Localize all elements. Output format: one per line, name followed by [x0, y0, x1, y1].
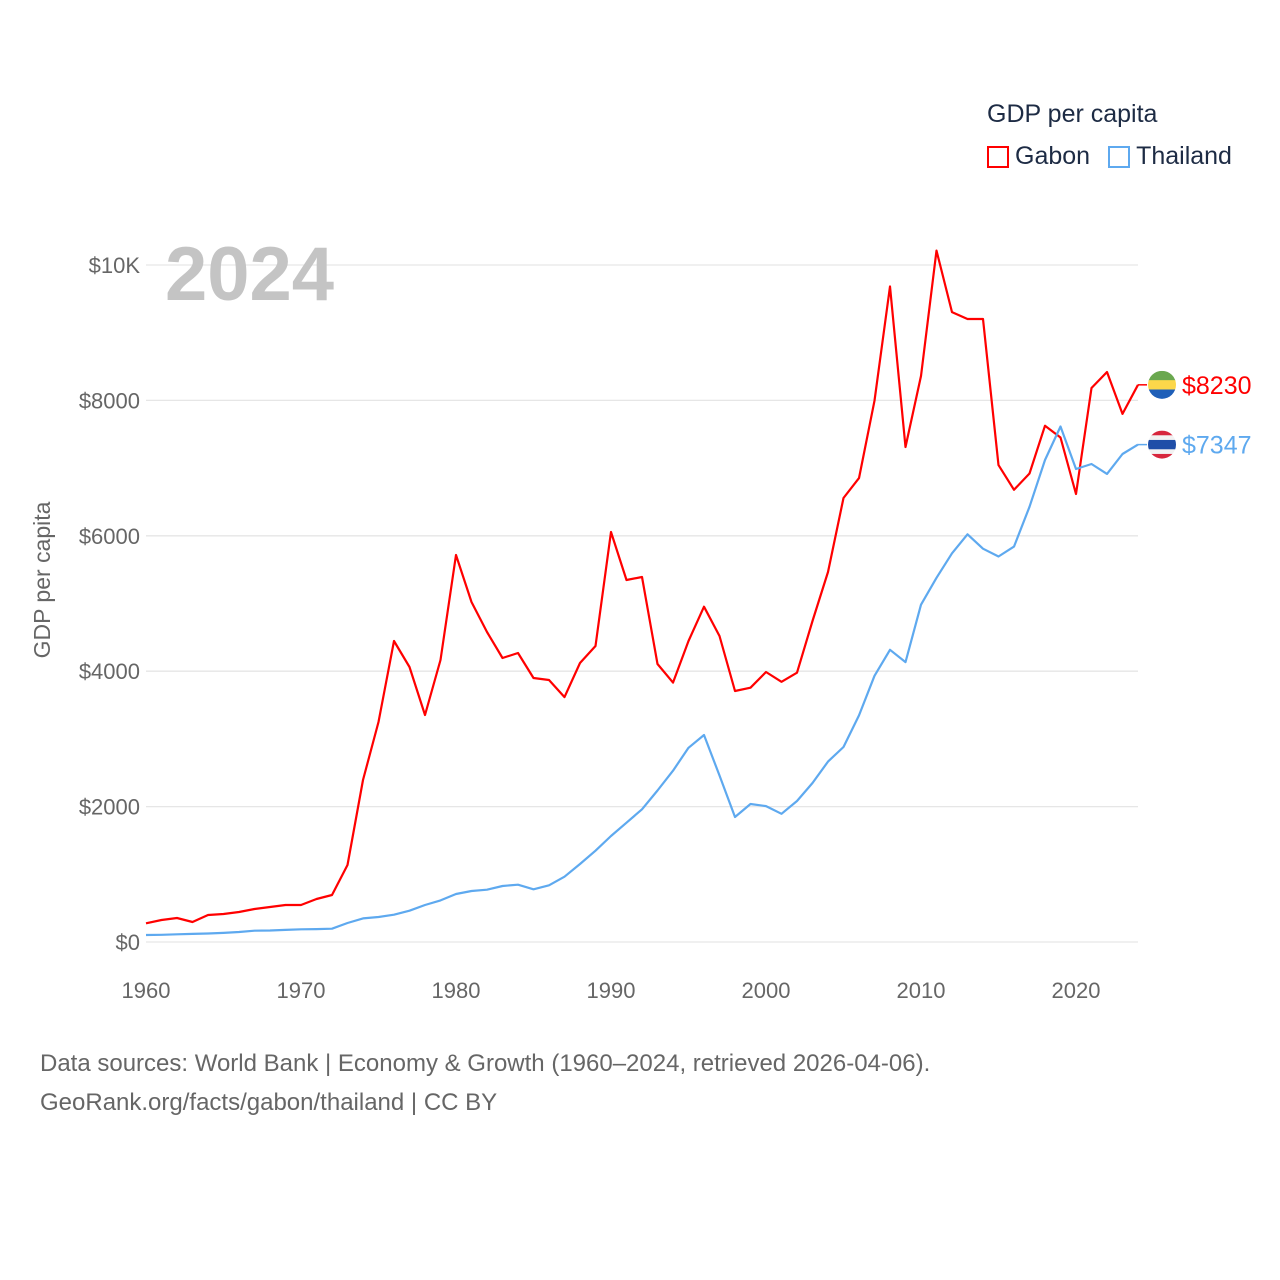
series-line-thailand — [145, 425, 1139, 937]
y-tick-label: $10K — [89, 253, 141, 278]
y-tick-label: $0 — [116, 930, 140, 955]
x-tick-label: 1970 — [277, 978, 326, 1003]
y-tick-label: $2000 — [79, 795, 140, 820]
x-axis-ticks: 1960 1970 1980 1990 2000 2010 2020 — [122, 978, 1101, 1003]
source-note: Data sources: World Bank | Economy & Gro… — [40, 1044, 930, 1122]
end-value-label: $8230 — [1182, 372, 1252, 400]
gabon-swatch-icon — [987, 145, 1009, 168]
thailand-flag-icon — [1148, 430, 1176, 459]
x-tick-label: 2000 — [742, 978, 791, 1003]
end-value-label: $7347 — [1182, 432, 1252, 460]
y-tick-label: $6000 — [79, 524, 140, 549]
y-tick-label: $4000 — [79, 659, 140, 684]
legend-item-thailand[interactable]: Thailand — [1108, 142, 1232, 171]
gabon-flag-icon — [1148, 370, 1176, 399]
source-line-2: GeoRank.org/facts/gabon/thailand | CC BY — [40, 1089, 498, 1116]
x-tick-label: 1980 — [432, 978, 481, 1003]
legend-title: GDP per capita — [987, 100, 1158, 128]
x-tick-label: 2010 — [897, 978, 946, 1003]
x-tick-label: 1960 — [122, 978, 171, 1003]
gridlines — [146, 264, 1138, 943]
x-tick-label: 2020 — [1052, 978, 1101, 1003]
year-watermark: 2024 — [165, 232, 334, 317]
y-axis-ticks: $0 $2000 $4000 $6000 $8000 $10K — [79, 253, 141, 955]
end-flags: $8230 $7347 — [1148, 370, 1252, 460]
y-tick-label: $8000 — [79, 388, 140, 413]
thailand-swatch-icon — [1108, 145, 1131, 168]
y-axis-label: GDP per capita — [29, 501, 55, 658]
series-line-gabon — [145, 249, 1139, 925]
legend-label: Thailand — [1136, 142, 1232, 170]
source-line-1: Data sources: World Bank | Economy & Gro… — [40, 1050, 931, 1077]
x-tick-label: 1990 — [587, 978, 636, 1003]
series-lines — [145, 249, 1147, 937]
legend: Gabon Thailand — [987, 142, 1232, 171]
legend-label: Gabon — [1015, 142, 1091, 170]
legend-item-gabon[interactable]: Gabon — [987, 142, 1090, 171]
